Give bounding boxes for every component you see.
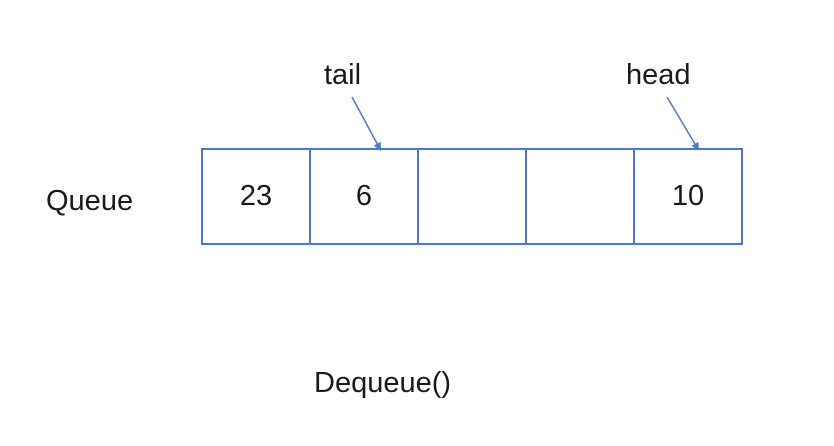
head-pointer-label: head (626, 59, 691, 91)
queue-cell-0: 23 (203, 150, 311, 243)
tail-pointer-label: tail (324, 59, 362, 91)
tail-arrow (351, 96, 381, 151)
queue-cell-1: 6 (311, 150, 419, 243)
head-arrow (666, 96, 700, 151)
queue-cell-2 (419, 150, 527, 243)
queue-cell-3 (527, 150, 635, 243)
operation-caption: Dequeue() (314, 367, 452, 399)
queue-cell-4: 10 (671, 180, 705, 212)
queue-label: Queue (46, 185, 134, 217)
queue-array: 23 6 10 (201, 148, 743, 245)
